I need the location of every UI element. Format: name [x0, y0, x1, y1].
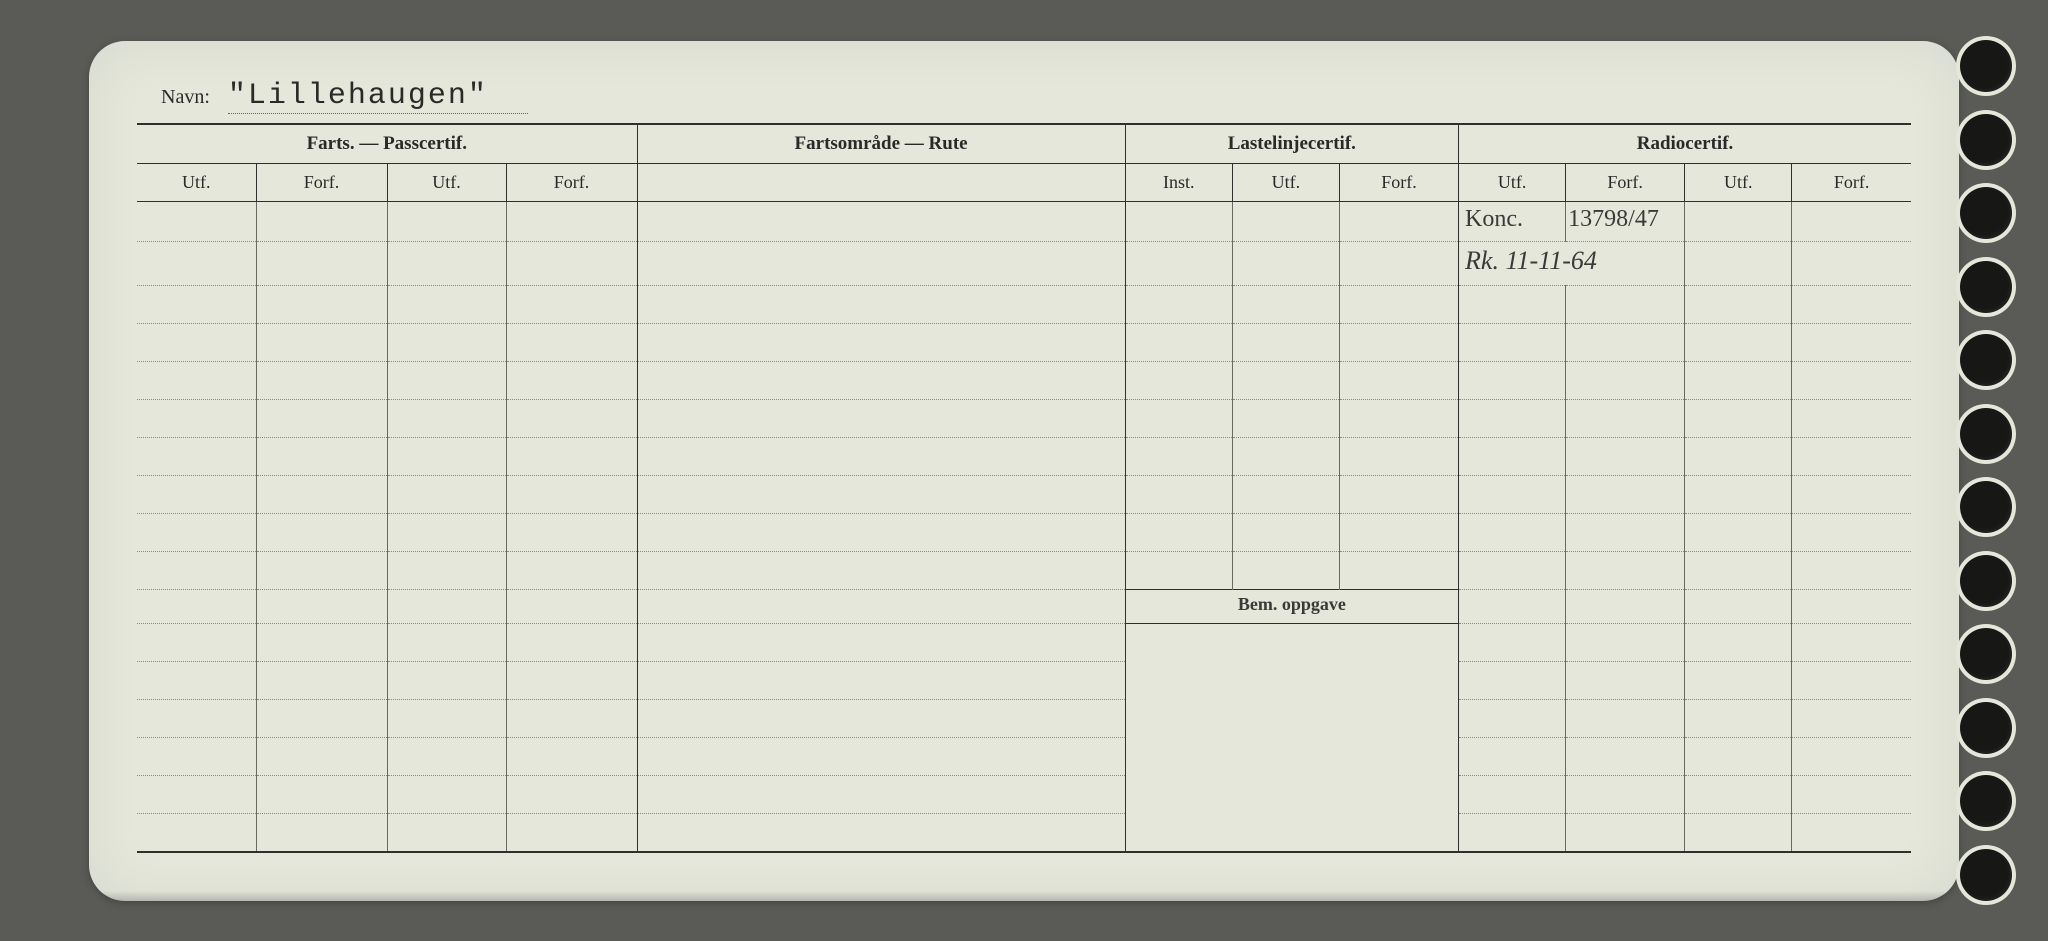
- binder-hole: [1960, 628, 2012, 680]
- bem-header-row: Bem. oppgave: [137, 590, 1911, 624]
- table-row: [137, 361, 1911, 399]
- cell-radio-utf: Konc.: [1459, 202, 1566, 242]
- binder-hole: [1960, 187, 2012, 239]
- table-row: [137, 438, 1911, 476]
- cell-radio-rk: Rk. 11-11-64: [1459, 242, 1685, 286]
- table-row: [137, 285, 1911, 323]
- table-row: [137, 699, 1911, 737]
- table-row: [137, 661, 1911, 699]
- bem-oppgave-label: Bem. oppgave: [1125, 590, 1458, 624]
- binder-hole: [1960, 114, 2012, 166]
- binder-hole: [1960, 40, 2012, 92]
- group-rute: Fartsområde — Rute: [637, 124, 1125, 164]
- group-farts: Farts. — Passcertif.: [137, 124, 637, 164]
- ledger-table-wrap: Farts. — Passcertif. Fartsområde — Rute …: [137, 123, 1911, 853]
- col-forf: Forf.: [1339, 164, 1458, 202]
- table-row: [137, 737, 1911, 775]
- table-row: [137, 399, 1911, 437]
- binder-hole: [1960, 481, 2012, 533]
- group-laste: Lastelinjecertif.: [1125, 124, 1458, 164]
- col-forf: Forf.: [1566, 164, 1685, 202]
- binder-hole: [1960, 849, 2012, 901]
- col-utf: Utf.: [387, 164, 506, 202]
- bem-area: [1125, 623, 1458, 851]
- col-forf: Forf.: [256, 164, 387, 202]
- table-row: [137, 323, 1911, 361]
- table-row: [137, 476, 1911, 514]
- table-row: [137, 552, 1911, 590]
- binder-hole: [1960, 334, 2012, 386]
- binder-hole: [1960, 408, 2012, 460]
- table-row: [137, 775, 1911, 813]
- col-inst: Inst.: [1125, 164, 1232, 202]
- cell-radio-forf: 13798/47: [1566, 202, 1685, 242]
- table-row: [137, 623, 1911, 661]
- table-row: [137, 813, 1911, 851]
- binder-holes: [1960, 40, 2020, 901]
- col-utf: Utf.: [1232, 164, 1339, 202]
- binder-hole: [1960, 702, 2012, 754]
- table-row: Rk. 11-11-64: [137, 242, 1911, 286]
- col-rute-blank: [637, 164, 1125, 202]
- group-radio: Radiocertif.: [1459, 124, 1911, 164]
- col-forf: Forf.: [506, 164, 637, 202]
- table-row: [137, 514, 1911, 552]
- binder-hole: [1960, 261, 2012, 313]
- ledger-body: Konc. 13798/47 Rk. 11-11-64: [137, 202, 1911, 852]
- col-forf: Forf.: [1792, 164, 1911, 202]
- index-card: Navn: "Lillehaugen" Farts. — Passcertif.…: [89, 41, 1959, 901]
- ledger-table: Farts. — Passcertif. Fartsområde — Rute …: [137, 123, 1911, 853]
- name-value: "Lillehaugen": [228, 79, 528, 114]
- col-utf: Utf.: [137, 164, 256, 202]
- col-utf: Utf.: [1685, 164, 1792, 202]
- name-row: Navn: "Lillehaugen": [161, 79, 1899, 114]
- name-label: Navn:: [161, 86, 210, 109]
- binder-hole: [1960, 555, 2012, 607]
- table-row: Konc. 13798/47: [137, 202, 1911, 242]
- binder-hole: [1960, 775, 2012, 827]
- col-utf: Utf.: [1459, 164, 1566, 202]
